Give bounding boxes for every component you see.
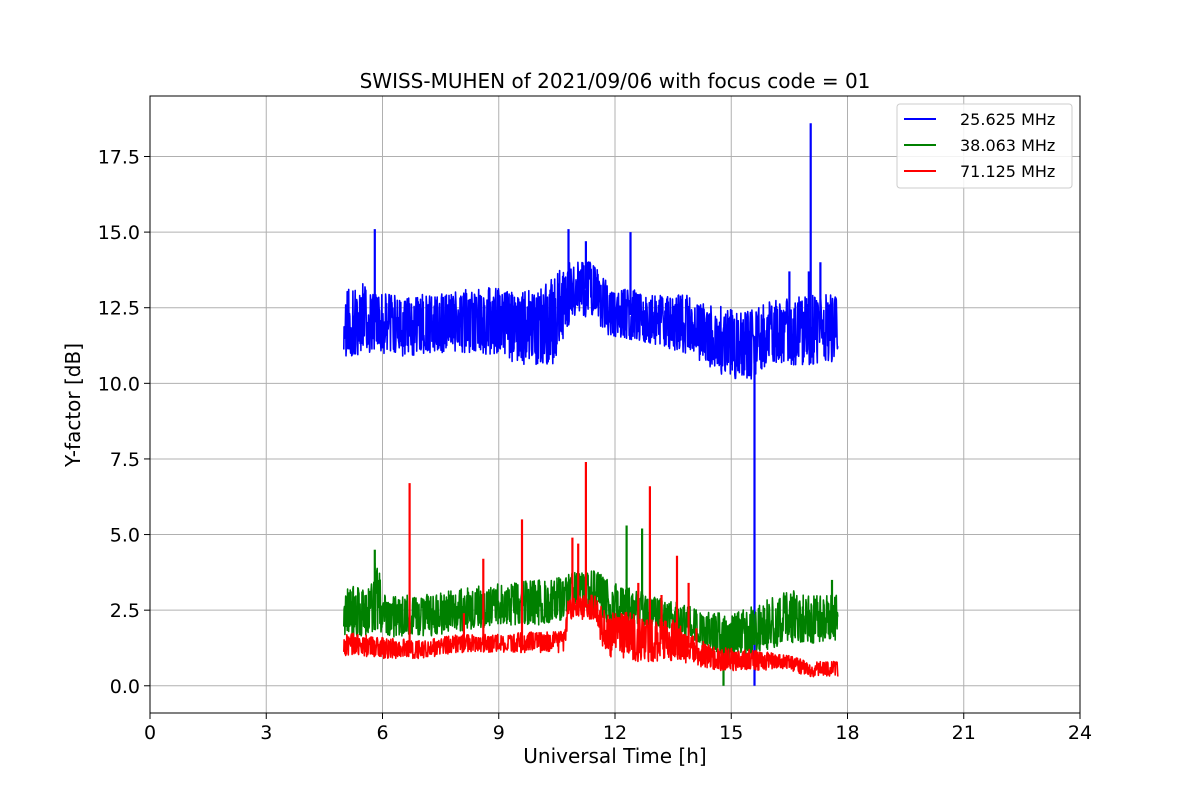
x-axis-label: Universal Time [h] — [523, 744, 706, 768]
legend-label: 25.625 MHz — [960, 110, 1055, 129]
legend-label: 38.063 MHz — [960, 136, 1055, 155]
x-tick-label: 18 — [835, 722, 859, 744]
x-tick-label: 21 — [952, 722, 976, 744]
y-tick-label: 12.5 — [98, 298, 140, 320]
x-tick-label: 12 — [603, 722, 627, 744]
y-tick-label: 17.5 — [98, 146, 140, 168]
x-tick-label: 15 — [719, 722, 743, 744]
series-layer — [343, 123, 839, 686]
x-tick-label: 9 — [493, 722, 505, 744]
legend-box — [896, 103, 1073, 189]
chart-title: SWISS-MUHEN of 2021/09/06 with focus cod… — [360, 69, 871, 93]
y-tick-label: 10.0 — [98, 373, 140, 395]
y-tick-label: 15.0 — [98, 222, 140, 244]
series-71-125-mhz — [343, 462, 839, 678]
legend-label: 71.125 MHz — [960, 162, 1055, 181]
axis-ticks: 0 3 6 9 12 15 18 21 24 0.0 2.5 5.0 7.5 10.0 12.5 15.0 17… — [98, 146, 1092, 744]
x-tick-label: 24 — [1068, 722, 1092, 744]
y-tick-label: 5.0 — [110, 525, 140, 547]
series-line — [343, 594, 839, 678]
x-tick-label: 0 — [144, 722, 156, 744]
legend: 25.625 MHz 38.063 MHz 71.125 MHz — [896, 103, 1073, 189]
x-tick-label: 3 — [260, 722, 272, 744]
y-axis-label: Y-factor [dB] — [61, 343, 85, 468]
y-tick-label: 7.5 — [110, 449, 140, 471]
y-tick-label: 2.5 — [110, 600, 140, 622]
x-tick-label: 6 — [376, 722, 388, 744]
y-tick-label: 0.0 — [110, 676, 140, 698]
series-25-625-mhz — [343, 123, 839, 686]
